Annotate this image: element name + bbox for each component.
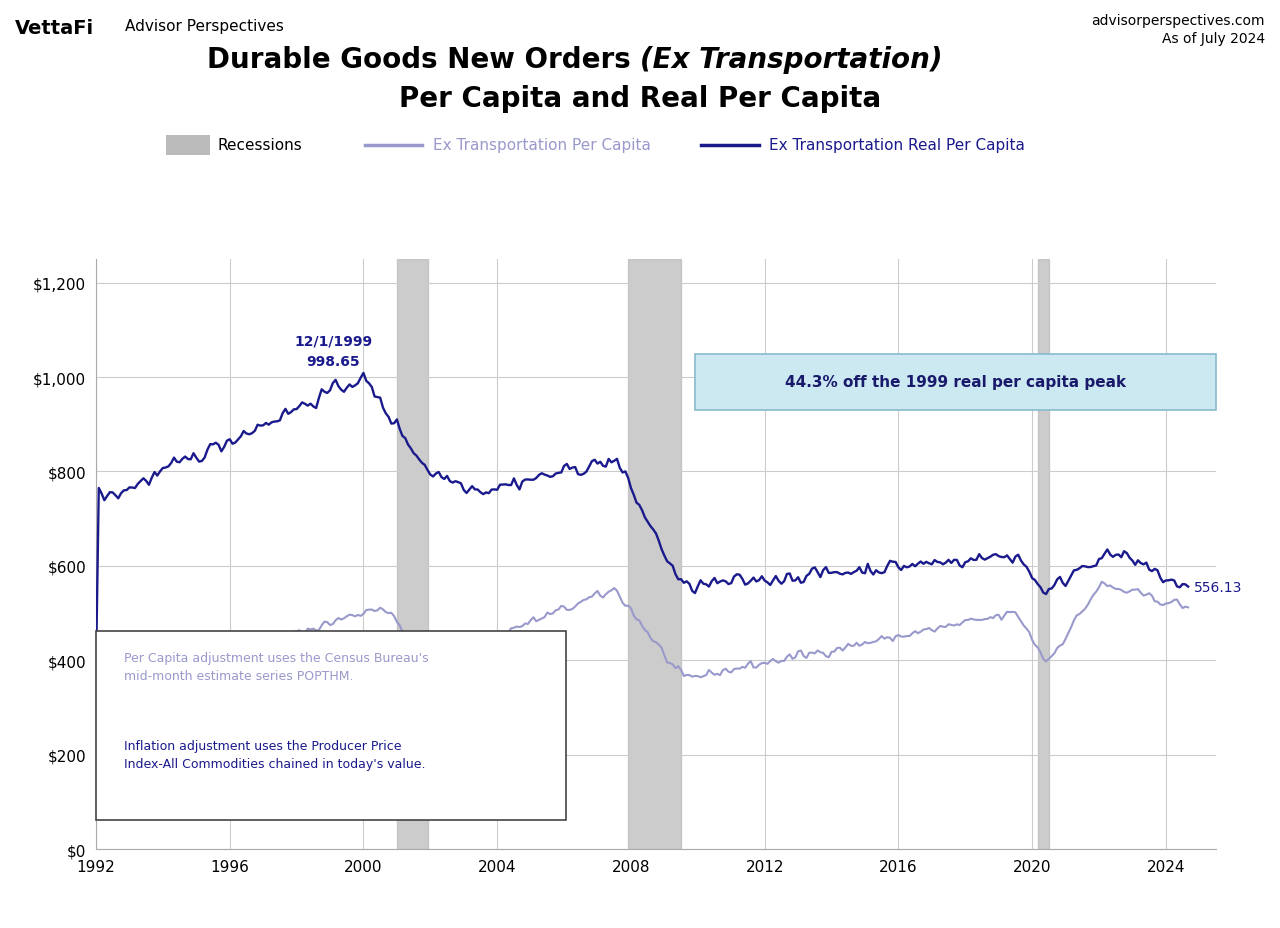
Text: advisorperspectives.com: advisorperspectives.com: [1091, 14, 1265, 28]
Text: 44.3% off the 1999 real per capita peak: 44.3% off the 1999 real per capita peak: [785, 375, 1126, 390]
FancyBboxPatch shape: [96, 631, 567, 819]
Text: As of July 2024: As of July 2024: [1161, 32, 1265, 45]
Text: Ex Transportation Real Per Capita: Ex Transportation Real Per Capita: [769, 138, 1025, 153]
FancyBboxPatch shape: [695, 354, 1216, 410]
Text: 12/1/1999: 12/1/1999: [294, 334, 372, 348]
Text: 998.65: 998.65: [307, 354, 360, 369]
Text: (Ex Transportation): (Ex Transportation): [640, 46, 942, 74]
Bar: [397, 260, 428, 849]
Bar: [628, 260, 681, 849]
Text: Advisor Perspectives: Advisor Perspectives: [125, 19, 284, 33]
Text: VettaFi: VettaFi: [15, 19, 95, 37]
Text: Recessions: Recessions: [218, 138, 302, 153]
Text: Per Capita and Real Per Capita: Per Capita and Real Per Capita: [399, 85, 881, 113]
Text: Ex Transportation Per Capita: Ex Transportation Per Capita: [433, 138, 650, 153]
Text: Inflation adjustment uses the Producer Price
Index-All Commodities chained in to: Inflation adjustment uses the Producer P…: [124, 740, 425, 770]
Text: Durable Goods New Orders: Durable Goods New Orders: [206, 46, 640, 74]
Bar: [1038, 260, 1048, 849]
Text: Per Capita adjustment uses the Census Bureau's
mid-month estimate series POPTHM.: Per Capita adjustment uses the Census Bu…: [124, 651, 429, 683]
Text: 556.13: 556.13: [1194, 580, 1243, 594]
